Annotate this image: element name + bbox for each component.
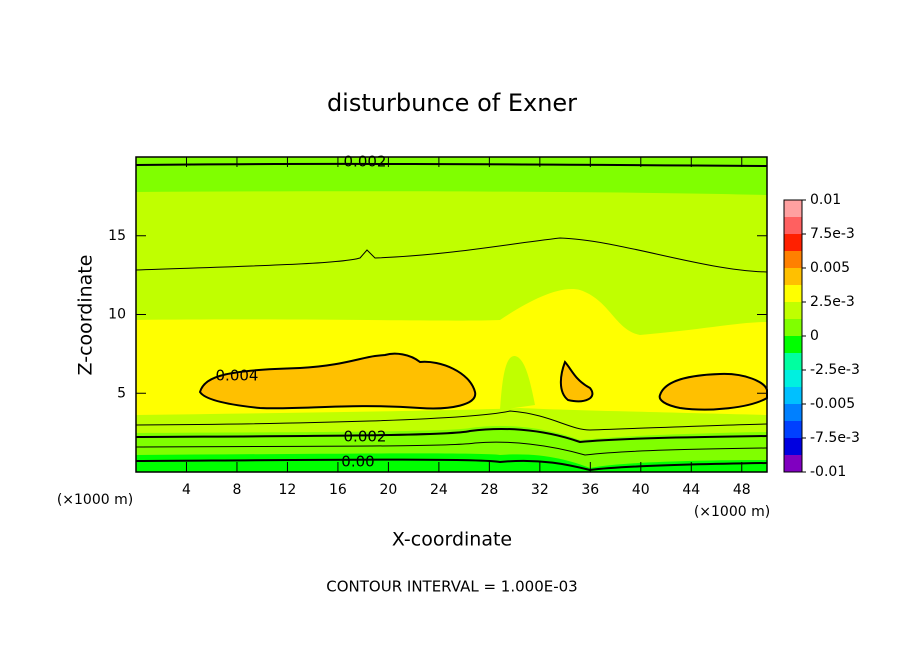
- colorbar-band: [784, 217, 802, 234]
- x-tick-label: 4: [182, 482, 191, 498]
- field-band: [500, 355, 535, 410]
- field-band: [136, 157, 767, 195]
- contour-line: [135, 410, 768, 431]
- contour-label: 0.002: [344, 428, 387, 446]
- colorbar-tick-label: 7.5e-3: [810, 226, 855, 242]
- colorbar-tick-label: 2.5e-3: [810, 294, 855, 310]
- x-tick-label: 48: [733, 482, 751, 498]
- contour-line: [135, 237, 768, 273]
- contour-line: [135, 458, 768, 472]
- colorbar-tick-label: -7.5e-3: [810, 430, 860, 446]
- field-band: [559, 360, 594, 403]
- x-axis-label: X-coordinate: [392, 529, 512, 551]
- y-tick-label: 10: [108, 307, 126, 323]
- colorbar-band: [784, 285, 802, 302]
- y-axis-unit: (×1000 m): [57, 492, 133, 508]
- colorbar-tick-label: 0: [810, 328, 819, 344]
- contour-label: 0.00: [341, 453, 374, 471]
- chart-title: disturbunce of Exner: [327, 89, 577, 117]
- contour-line: [135, 162, 768, 167]
- contour-label: 0.002: [344, 153, 387, 171]
- field: [135, 157, 768, 472]
- colorbar-tick-label: 0.005: [810, 260, 850, 276]
- colorbar-band: [784, 234, 802, 251]
- x-tick-label: 12: [279, 482, 297, 498]
- y-tick-label: 15: [108, 228, 126, 244]
- colorbar-tick-label: -2.5e-3: [810, 362, 860, 378]
- x-tick-label: 40: [632, 482, 650, 498]
- x-tick-label: 20: [379, 482, 397, 498]
- colorbar-band: [784, 200, 802, 217]
- field-band: [136, 157, 767, 472]
- colorbar-band: [784, 353, 802, 370]
- colorbar-band: [784, 336, 802, 353]
- contour-label: 0.004: [216, 367, 259, 385]
- field-band: [198, 352, 477, 410]
- x-tick-label: 24: [430, 482, 448, 498]
- x-tick-label: 32: [531, 482, 549, 498]
- contour-line: [135, 441, 768, 456]
- colorbar-band: [784, 438, 802, 455]
- colorbar-band: [784, 251, 802, 268]
- contour-line: [135, 428, 768, 444]
- x-tick-label: 36: [581, 482, 599, 498]
- colorbar-band: [784, 319, 802, 336]
- colorbar-tick-label: -0.01: [810, 464, 846, 480]
- colorbar-band: [784, 404, 802, 421]
- colorbar-tick-label: -0.005: [810, 396, 855, 412]
- colorbar-band: [784, 268, 802, 285]
- x-tick-label: 44: [682, 482, 700, 498]
- x-tick-label: 8: [232, 482, 241, 498]
- y-tick-label: 5: [117, 385, 126, 401]
- colorbar-band: [784, 302, 802, 319]
- x-tick-label: 16: [329, 482, 347, 498]
- y-axis-label: Z-coordinate: [75, 255, 97, 376]
- colorbar-band: [784, 421, 802, 438]
- footnote: CONTOUR INTERVAL = 1.000E-03: [326, 578, 577, 596]
- colorbar-band: [784, 370, 802, 387]
- colorbar-band: [784, 387, 802, 404]
- colorbar-band: [784, 455, 802, 472]
- x-tick-label: 28: [480, 482, 498, 498]
- x-axis-unit: (×1000 m): [694, 504, 770, 520]
- colorbar-tick-label: 0.01: [810, 192, 841, 208]
